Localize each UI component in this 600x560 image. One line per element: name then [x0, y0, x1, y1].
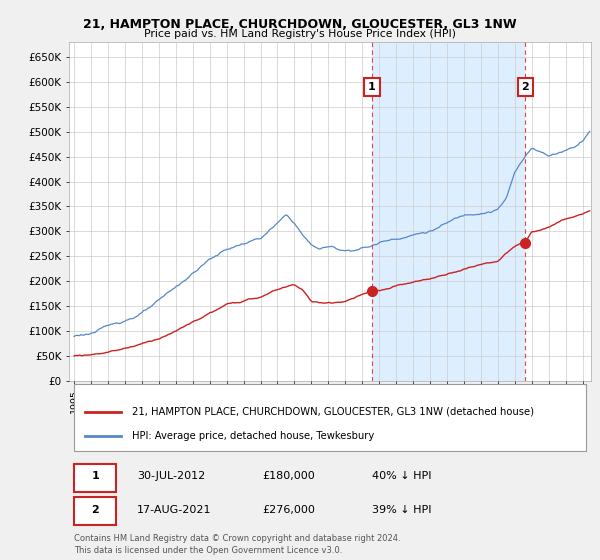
Text: 1: 1: [91, 471, 99, 481]
Text: Price paid vs. HM Land Registry's House Price Index (HPI): Price paid vs. HM Land Registry's House …: [144, 29, 456, 39]
FancyBboxPatch shape: [74, 497, 116, 525]
Text: HPI: Average price, detached house, Tewkesbury: HPI: Average price, detached house, Tewk…: [131, 431, 374, 441]
Text: 17-AUG-2021: 17-AUG-2021: [137, 505, 211, 515]
Text: 30-JUL-2012: 30-JUL-2012: [137, 471, 205, 481]
Bar: [372, 42, 526, 381]
Text: 21, HAMPTON PLACE, CHURCHDOWN, GLOUCESTER, GL3 1NW (detached house): 21, HAMPTON PLACE, CHURCHDOWN, GLOUCESTE…: [131, 407, 533, 417]
Text: £180,000: £180,000: [262, 471, 315, 481]
FancyBboxPatch shape: [74, 464, 116, 492]
FancyBboxPatch shape: [74, 385, 586, 451]
Text: £276,000: £276,000: [262, 505, 315, 515]
Text: 39% ↓ HPI: 39% ↓ HPI: [372, 505, 431, 515]
Text: 1: 1: [368, 82, 376, 92]
Text: 21, HAMPTON PLACE, CHURCHDOWN, GLOUCESTER, GL3 1NW: 21, HAMPTON PLACE, CHURCHDOWN, GLOUCESTE…: [83, 18, 517, 31]
Text: Contains HM Land Registry data © Crown copyright and database right 2024.
This d: Contains HM Land Registry data © Crown c…: [74, 534, 401, 555]
Text: 2: 2: [521, 82, 529, 92]
Text: 2: 2: [91, 505, 99, 515]
Text: 40% ↓ HPI: 40% ↓ HPI: [372, 471, 431, 481]
